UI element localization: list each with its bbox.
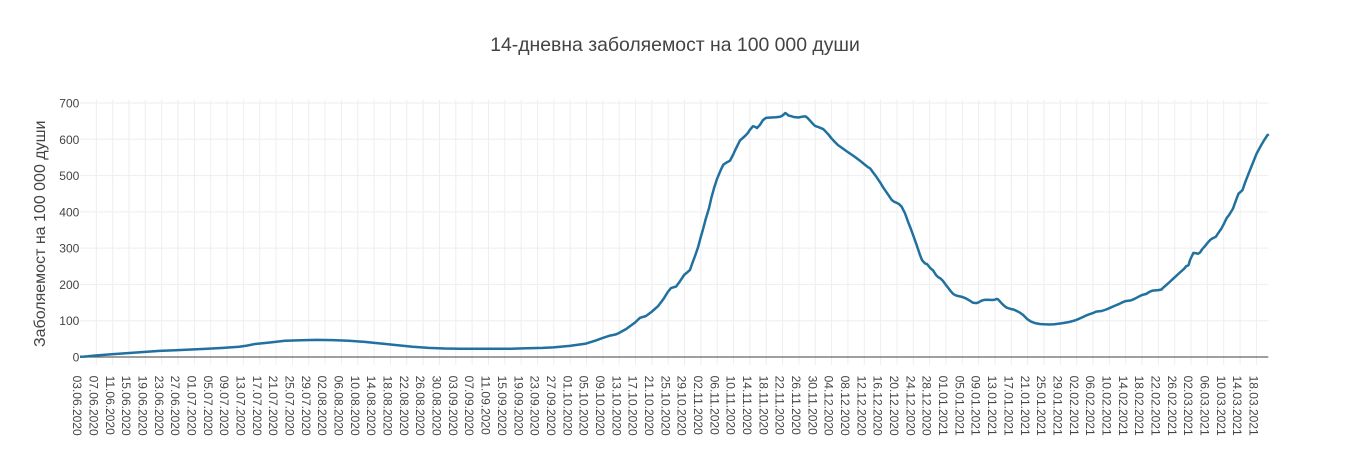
svg-text:27.09.2020: 27.09.2020: [544, 376, 558, 436]
svg-text:11.09.2020: 11.09.2020: [479, 376, 493, 435]
svg-text:24.12.2020: 24.12.2020: [903, 376, 917, 436]
svg-text:07.09.2020: 07.09.2020: [462, 376, 476, 436]
svg-text:16.12.2020: 16.12.2020: [871, 376, 885, 436]
svg-text:21.10.2020: 21.10.2020: [642, 376, 656, 436]
svg-text:14.08.2020: 14.08.2020: [364, 376, 378, 436]
svg-text:27.06.2020: 27.06.2020: [168, 376, 182, 436]
svg-text:01.10.2020: 01.10.2020: [560, 376, 574, 436]
svg-text:13.01.2021: 13.01.2021: [985, 376, 999, 436]
svg-text:02.11.2020: 02.11.2020: [691, 376, 705, 435]
svg-text:07.06.2020: 07.06.2020: [86, 376, 100, 436]
svg-text:29.07.2020: 29.07.2020: [299, 376, 313, 436]
svg-text:28.12.2020: 28.12.2020: [920, 376, 934, 436]
svg-text:18.03.2021: 18.03.2021: [1247, 376, 1261, 436]
svg-text:02.03.2021: 02.03.2021: [1181, 376, 1195, 436]
svg-text:25.10.2020: 25.10.2020: [658, 376, 672, 436]
svg-text:08.12.2020: 08.12.2020: [838, 376, 852, 436]
svg-text:06.03.2021: 06.03.2021: [1197, 376, 1211, 436]
svg-text:23.09.2020: 23.09.2020: [528, 376, 542, 436]
svg-text:05.10.2020: 05.10.2020: [577, 376, 591, 436]
svg-text:29.10.2020: 29.10.2020: [675, 376, 689, 436]
svg-text:02.08.2020: 02.08.2020: [315, 376, 329, 436]
svg-text:25.07.2020: 25.07.2020: [283, 376, 297, 436]
svg-text:14.11.2020: 14.11.2020: [740, 376, 754, 435]
svg-text:13.10.2020: 13.10.2020: [609, 376, 623, 436]
svg-text:20.12.2020: 20.12.2020: [887, 376, 901, 436]
svg-text:0: 0: [73, 351, 80, 365]
svg-text:22.02.2021: 22.02.2021: [1148, 376, 1162, 436]
svg-text:02.02.2021: 02.02.2021: [1067, 376, 1081, 436]
svg-text:100: 100: [59, 314, 79, 328]
svg-text:21.01.2021: 21.01.2021: [1018, 376, 1032, 436]
svg-text:03.06.2020: 03.06.2020: [70, 376, 84, 436]
svg-text:22.11.2020: 22.11.2020: [773, 376, 787, 435]
svg-text:04.12.2020: 04.12.2020: [822, 376, 836, 436]
svg-text:14-дневна заболяемост на 100 0: 14-дневна заболяемост на 100 000 души: [490, 34, 860, 56]
svg-text:18.11.2020: 18.11.2020: [756, 376, 770, 435]
svg-text:10.11.2020: 10.11.2020: [724, 376, 738, 435]
svg-text:500: 500: [59, 169, 79, 183]
svg-text:26.11.2020: 26.11.2020: [789, 376, 803, 435]
svg-text:17.10.2020: 17.10.2020: [626, 376, 640, 436]
svg-text:18.02.2021: 18.02.2021: [1132, 376, 1146, 436]
svg-text:09.10.2020: 09.10.2020: [593, 376, 607, 436]
svg-text:400: 400: [59, 205, 79, 219]
svg-text:06.02.2021: 06.02.2021: [1083, 376, 1097, 436]
svg-text:30.11.2020: 30.11.2020: [805, 376, 819, 435]
svg-text:18.08.2020: 18.08.2020: [381, 376, 395, 436]
svg-text:15.09.2020: 15.09.2020: [495, 376, 509, 436]
svg-text:09.07.2020: 09.07.2020: [217, 376, 231, 436]
svg-text:19.09.2020: 19.09.2020: [511, 376, 525, 436]
svg-text:13.07.2020: 13.07.2020: [233, 376, 247, 436]
svg-text:200: 200: [59, 278, 79, 292]
svg-text:09.01.2021: 09.01.2021: [969, 376, 983, 436]
svg-text:10.02.2021: 10.02.2021: [1099, 376, 1113, 436]
svg-text:26.02.2021: 26.02.2021: [1165, 376, 1179, 436]
svg-text:12.12.2020: 12.12.2020: [854, 376, 868, 436]
svg-text:06.11.2020: 06.11.2020: [707, 376, 721, 435]
svg-text:06.08.2020: 06.08.2020: [332, 376, 346, 436]
svg-text:10.08.2020: 10.08.2020: [348, 376, 362, 436]
svg-text:700: 700: [59, 97, 79, 111]
svg-text:05.07.2020: 05.07.2020: [201, 376, 215, 436]
svg-text:Заболяемост на 100 000 души: Заболяемост на 100 000 души: [32, 121, 49, 347]
svg-text:300: 300: [59, 242, 79, 256]
svg-text:23.06.2020: 23.06.2020: [152, 376, 166, 436]
svg-text:01.01.2021: 01.01.2021: [936, 376, 950, 436]
svg-text:22.08.2020: 22.08.2020: [397, 376, 411, 436]
svg-text:26.08.2020: 26.08.2020: [413, 376, 427, 436]
svg-text:17.01.2021: 17.01.2021: [1001, 376, 1015, 436]
svg-text:01.07.2020: 01.07.2020: [184, 376, 198, 436]
svg-text:30.08.2020: 30.08.2020: [430, 376, 444, 436]
svg-text:15.06.2020: 15.06.2020: [119, 376, 133, 436]
svg-text:14.03.2021: 14.03.2021: [1230, 376, 1244, 436]
svg-text:29.01.2021: 29.01.2021: [1050, 376, 1064, 436]
svg-text:600: 600: [59, 133, 79, 147]
svg-text:17.07.2020: 17.07.2020: [250, 376, 264, 436]
svg-text:11.06.2020: 11.06.2020: [103, 376, 117, 435]
svg-text:03.09.2020: 03.09.2020: [446, 376, 460, 436]
svg-text:19.06.2020: 19.06.2020: [135, 376, 149, 436]
svg-text:25.01.2021: 25.01.2021: [1034, 376, 1048, 436]
svg-text:14.02.2021: 14.02.2021: [1116, 376, 1130, 436]
svg-text:05.01.2021: 05.01.2021: [952, 376, 966, 436]
svg-text:21.07.2020: 21.07.2020: [266, 376, 280, 436]
svg-text:10.03.2021: 10.03.2021: [1214, 376, 1228, 436]
